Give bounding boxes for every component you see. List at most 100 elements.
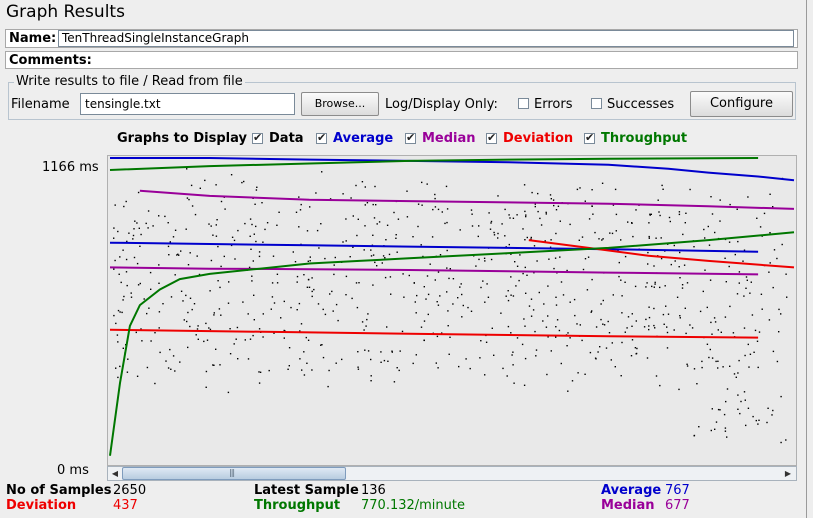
data-point: [426, 183, 428, 185]
data-point: [324, 313, 327, 316]
filename-input[interactable]: tensingle.txt: [80, 93, 295, 115]
data-point: [429, 263, 431, 265]
data-point: [706, 343, 709, 345]
data-point: [248, 266, 251, 269]
data-point: [132, 234, 135, 237]
name-input[interactable]: TenThreadSingleInstanceGraph: [58, 30, 794, 47]
data-point: [179, 361, 181, 363]
median-checkbox[interactable]: [405, 131, 416, 144]
data-point: [113, 314, 115, 317]
data-point: [446, 249, 448, 252]
data-point: [714, 231, 716, 234]
data-point: [559, 220, 561, 222]
average-checkbox[interactable]: [316, 131, 327, 144]
data-point: [715, 421, 718, 423]
browse-button[interactable]: Browse...: [301, 92, 379, 116]
data-point: [191, 205, 194, 207]
data-checkbox[interactable]: [252, 131, 263, 144]
data-point: [648, 237, 650, 239]
data-point: [471, 213, 473, 215]
data-point: [167, 222, 169, 224]
scroll-left-arrow-icon[interactable]: ◀: [111, 469, 119, 478]
data-point: [364, 186, 366, 188]
data-point: [480, 340, 482, 342]
data-point: [125, 200, 127, 203]
data-point: [299, 209, 302, 211]
data-point: [547, 315, 549, 317]
data-point: [706, 306, 708, 309]
data-point: [545, 211, 547, 214]
data-point: [576, 188, 579, 191]
data-point: [273, 332, 275, 334]
data-point: [611, 232, 614, 235]
data-point: [757, 423, 759, 425]
data-point: [196, 328, 199, 330]
data-point: [553, 267, 555, 270]
data-point: [249, 218, 252, 220]
scroll-right-arrow-icon[interactable]: ▶: [784, 469, 792, 478]
data-point: [318, 247, 320, 249]
graph-svg: [109, 157, 795, 456]
data-point: [635, 352, 638, 355]
data-point: [132, 238, 134, 240]
errors-checkbox[interactable]: [518, 98, 529, 109]
data-point: [516, 214, 518, 216]
data-point: [710, 321, 712, 324]
data-point: [627, 316, 630, 318]
throughput-checkbox[interactable]: [584, 131, 595, 144]
data-point: [490, 258, 493, 261]
data-point: [237, 229, 239, 232]
data-point: [757, 366, 759, 369]
data-point: [146, 366, 149, 369]
data-point: [288, 347, 291, 349]
data-point: [342, 193, 344, 195]
data-point: [581, 236, 584, 238]
data-point: [749, 353, 752, 355]
data-point: [512, 351, 514, 353]
data-point: [497, 237, 499, 239]
data-point: [768, 271, 770, 273]
data-point: [659, 384, 661, 387]
data-point: [531, 191, 533, 194]
data-point: [618, 261, 620, 264]
scrollbar-thumb[interactable]: [122, 467, 346, 480]
data-point: [370, 380, 372, 382]
data-point: [699, 310, 702, 313]
data-point: [666, 347, 669, 349]
data-point: [364, 349, 366, 351]
comments-input[interactable]: [92, 53, 794, 67]
data-point: [748, 366, 750, 368]
data-point: [423, 286, 425, 288]
data-point: [321, 344, 323, 346]
data-point: [685, 212, 687, 214]
data-point: [636, 347, 638, 350]
data-point: [148, 307, 150, 309]
data-point: [352, 246, 354, 248]
data-point: [215, 348, 217, 350]
data-point: [487, 296, 490, 298]
data-point: [299, 358, 301, 360]
data-point: [504, 208, 506, 211]
data-point: [760, 293, 763, 295]
data-point: [612, 204, 615, 206]
data-point: [710, 429, 712, 432]
data-point: [172, 236, 175, 238]
data-point: [524, 210, 526, 213]
deviation-checkbox[interactable]: [486, 131, 497, 144]
data-point: [252, 334, 254, 337]
data-point: [738, 359, 740, 362]
data-point: [624, 281, 626, 283]
configure-button[interactable]: Configure: [690, 91, 793, 117]
data-point: [743, 327, 746, 329]
data-point: [183, 319, 185, 321]
data-point: [785, 439, 787, 441]
median-stat-label: Median: [601, 498, 655, 513]
data-point: [752, 415, 754, 418]
data-point: [719, 199, 721, 201]
data-point: [768, 319, 771, 321]
data-point: [627, 221, 629, 223]
data-point: [278, 211, 280, 213]
successes-checkbox[interactable]: [591, 98, 602, 109]
data-point: [756, 340, 759, 342]
data-point: [666, 331, 669, 334]
